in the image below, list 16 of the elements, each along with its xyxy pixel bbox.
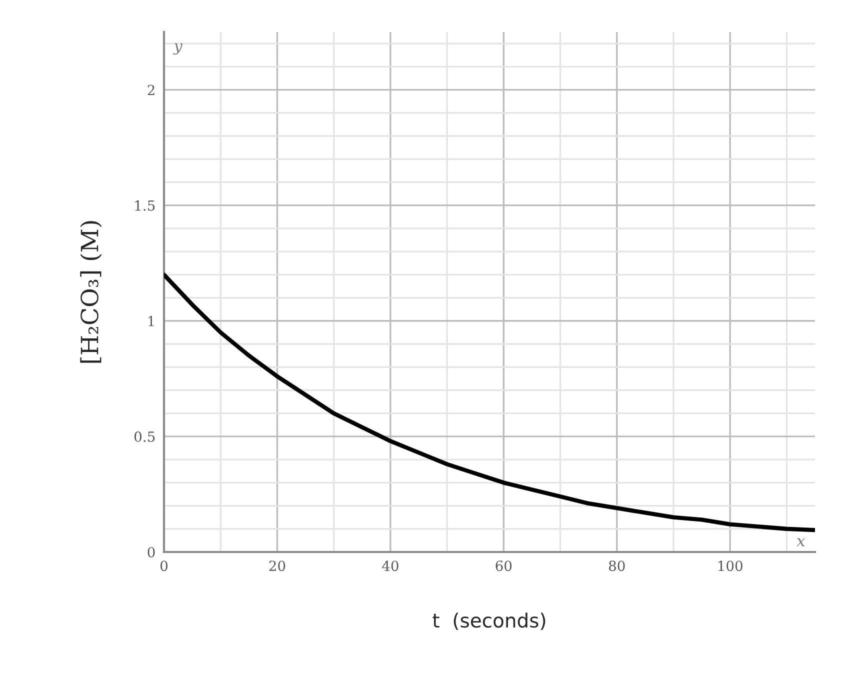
- x-tick-label: 60: [496, 560, 512, 572]
- y-tick-label: 1.5: [135, 200, 155, 211]
- y-axis-title: [H₂CO₃] (M): [80, 221, 102, 363]
- annotation: y: [173, 43, 183, 55]
- y-tick-label: 0: [148, 546, 155, 558]
- x-tick-label: 40: [382, 560, 398, 572]
- x-tick-label: 100: [718, 560, 742, 572]
- x-tick-label: 20: [269, 560, 286, 572]
- x-tick-label: 80: [608, 560, 625, 572]
- x-tick-label: 0: [160, 560, 168, 572]
- y-tick-label: 0.5: [134, 431, 155, 442]
- y-tick-label: 1: [148, 316, 154, 326]
- x-axis-title: t (seconds): [432, 612, 546, 630]
- y-tick-label: 2: [148, 84, 154, 96]
- line-series: [164, 272, 815, 532]
- annotation: x: [796, 538, 806, 546]
